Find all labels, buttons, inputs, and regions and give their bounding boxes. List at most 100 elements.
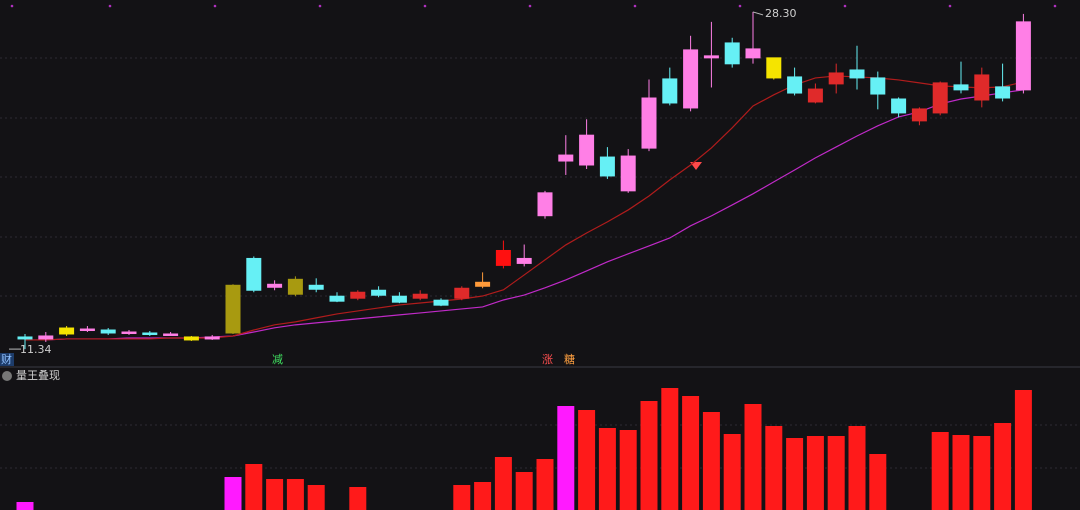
dot bbox=[1053, 4, 1057, 8]
panel-icon[interactable] bbox=[2, 371, 12, 381]
candle-body bbox=[953, 84, 969, 91]
candle-body bbox=[828, 72, 844, 85]
candle-body bbox=[495, 249, 511, 266]
candle-body bbox=[454, 287, 470, 299]
candle-body bbox=[932, 82, 948, 114]
candle-body bbox=[558, 154, 574, 162]
volume-bar bbox=[786, 438, 804, 510]
candle-body bbox=[683, 49, 699, 109]
marker: 减 bbox=[272, 353, 283, 366]
signal-icon bbox=[690, 162, 702, 170]
volume-bar bbox=[952, 435, 970, 510]
volume-bar bbox=[598, 428, 616, 510]
volume-bar bbox=[973, 436, 991, 510]
marker: 糖 bbox=[564, 352, 575, 366]
ma-line bbox=[25, 89, 1024, 341]
volume-bar bbox=[474, 482, 492, 510]
volume-bar bbox=[702, 412, 720, 510]
candle-body bbox=[579, 134, 595, 166]
candle-body bbox=[974, 74, 990, 101]
volume-bar bbox=[640, 401, 658, 510]
candle-body bbox=[142, 332, 158, 335]
volume-bar bbox=[869, 454, 887, 510]
candle-body bbox=[995, 86, 1011, 99]
low-label: 11.34 bbox=[20, 343, 52, 356]
candle-body bbox=[1015, 21, 1031, 91]
candle-body bbox=[287, 278, 303, 295]
dot bbox=[843, 4, 847, 8]
volume-bar bbox=[931, 432, 949, 510]
candle-body bbox=[391, 295, 407, 303]
candle-body bbox=[807, 88, 823, 103]
volume-bar bbox=[536, 459, 554, 510]
candle-body bbox=[59, 327, 75, 335]
volume-bar bbox=[16, 502, 34, 510]
candle-body bbox=[163, 333, 179, 336]
candle-body bbox=[412, 293, 428, 299]
grid bbox=[0, 57, 1080, 469]
candle-body bbox=[204, 336, 220, 340]
candle-body bbox=[537, 192, 553, 217]
volume-bar bbox=[494, 457, 512, 510]
panel-title: 量王叠现 bbox=[16, 369, 60, 382]
dot bbox=[10, 4, 14, 8]
candle-body bbox=[246, 257, 262, 291]
candle-body bbox=[121, 331, 137, 334]
volume-bar bbox=[515, 472, 533, 510]
candle-body bbox=[100, 329, 116, 334]
candle-body bbox=[79, 328, 95, 332]
dot bbox=[948, 4, 952, 8]
candle-body bbox=[703, 55, 719, 59]
candle-body bbox=[475, 281, 491, 287]
candle-body bbox=[267, 283, 283, 288]
dot bbox=[423, 4, 427, 8]
volume-bar bbox=[224, 477, 242, 510]
volume-bar bbox=[619, 430, 637, 510]
volume-bar bbox=[806, 436, 824, 510]
candle-body bbox=[225, 284, 241, 334]
volume-bar bbox=[578, 410, 596, 510]
candle-body bbox=[787, 76, 803, 94]
candle-body bbox=[308, 284, 324, 290]
volume-bar bbox=[1014, 390, 1032, 510]
high-label: 28.30 bbox=[765, 7, 797, 20]
dot bbox=[213, 4, 217, 8]
candle-body bbox=[620, 155, 636, 192]
candle-body bbox=[371, 289, 387, 296]
candle-body bbox=[516, 257, 532, 264]
candle-body bbox=[745, 48, 761, 59]
candle-body bbox=[599, 156, 615, 177]
marker: 财 bbox=[1, 352, 12, 366]
marker-bg bbox=[0, 353, 14, 366]
volume-bar bbox=[266, 479, 284, 510]
candle-body bbox=[350, 291, 366, 299]
volume-bar bbox=[765, 426, 783, 510]
candle-body bbox=[183, 336, 199, 341]
candle-body bbox=[849, 69, 865, 79]
dot bbox=[528, 4, 532, 8]
dot bbox=[738, 4, 742, 8]
dot bbox=[108, 4, 112, 8]
dot bbox=[633, 4, 637, 8]
candle-body bbox=[766, 57, 782, 79]
volume-bar bbox=[453, 485, 471, 510]
volume-bar bbox=[723, 434, 741, 510]
volume-bar bbox=[661, 388, 679, 510]
candle-body bbox=[891, 98, 907, 114]
candle-body bbox=[724, 42, 740, 65]
candle-body bbox=[641, 97, 657, 149]
candle-body bbox=[17, 336, 33, 340]
volume-bar bbox=[827, 436, 845, 510]
candle-body bbox=[662, 78, 678, 104]
dot bbox=[318, 4, 322, 8]
candle-body bbox=[433, 299, 449, 306]
candle-body bbox=[911, 108, 927, 122]
label-pointer bbox=[752, 11, 764, 16]
volume-bar bbox=[557, 406, 575, 510]
volume-bar bbox=[245, 464, 263, 510]
volume-bar bbox=[994, 423, 1012, 510]
marker: 涨 bbox=[542, 353, 553, 366]
candle-body bbox=[870, 77, 886, 95]
